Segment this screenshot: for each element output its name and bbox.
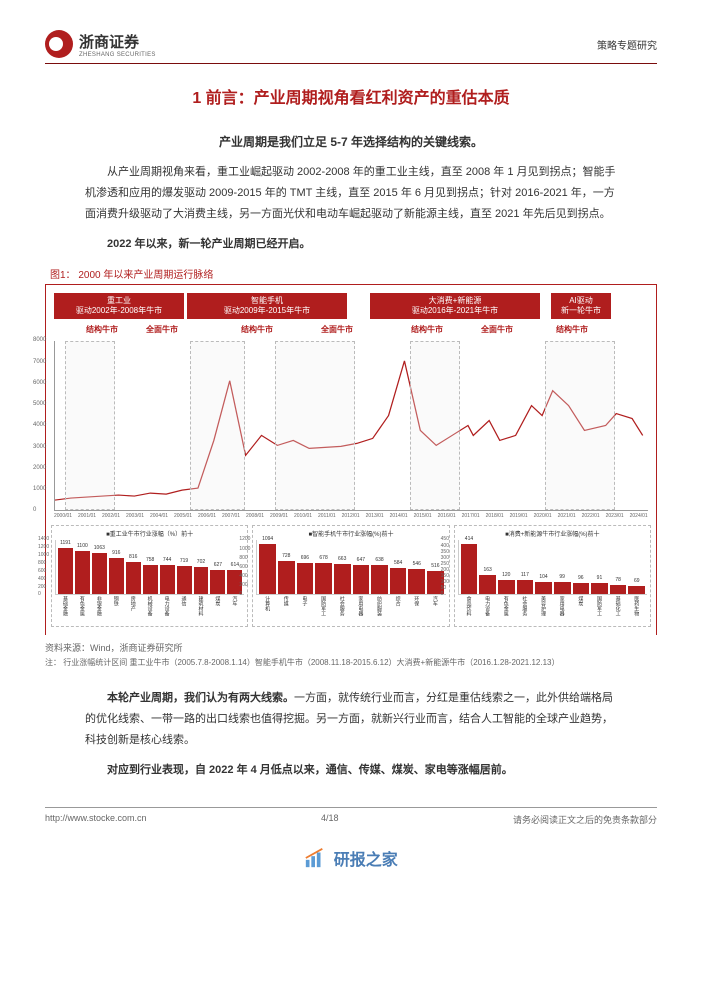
figure-source: 资料来源：Wind，浙商证券研究所 bbox=[45, 641, 657, 654]
bar: 663社会服务 bbox=[334, 564, 351, 594]
watermark-icon bbox=[304, 847, 326, 869]
bar: 916钢铁 bbox=[109, 558, 124, 594]
period-4: AI驱动新一轮牛市 bbox=[551, 293, 611, 320]
bar: 99家用电器 bbox=[554, 582, 571, 594]
bar-chart-3: ■消费+新能源牛市行业涨幅(%)前十 050100150200250300350… bbox=[454, 525, 651, 627]
logo: 浙商证券 ZHESHANG SECURITIES bbox=[45, 30, 156, 58]
bar: 117社会服务 bbox=[517, 580, 534, 594]
bar: 816房地产 bbox=[126, 562, 141, 594]
bar-charts-row: ■重工业牛市行业涨幅（%）前十 020040060080010001200140… bbox=[46, 525, 656, 632]
market-label: 结构牛市 bbox=[556, 324, 588, 335]
bar: 414食品饮料 bbox=[461, 544, 478, 595]
page-footer: http://www.stocke.com.cn 4/18 请务必阅读正文之后的… bbox=[45, 807, 657, 826]
page-header: 浙商证券 ZHESHANG SECURITIES 策略专题研究 bbox=[45, 30, 657, 64]
bar: 1100有色金属 bbox=[75, 551, 90, 594]
bar: 728传媒 bbox=[278, 561, 295, 594]
figure-note: 注： 行业涨幅统计区间 重工业牛市（2005.7.8-2008.1.14）智能手… bbox=[45, 657, 657, 668]
bar: 678国防军工 bbox=[315, 563, 332, 594]
figure-box: 重工业驱动2002年-2008年牛市 智能手机驱动2009年-2015年牛市 大… bbox=[45, 284, 657, 636]
bar: 696电子 bbox=[297, 563, 314, 595]
period-labels: 重工业驱动2002年-2008年牛市 智能手机驱动2009年-2015年牛市 大… bbox=[46, 293, 656, 320]
bar: 78基础化工 bbox=[610, 585, 627, 595]
paragraph-1: 从产业周期视角来看，重工业崛起驱动 2002-2008 年的重工业主线，直至 2… bbox=[85, 162, 617, 225]
paragraph-2: 本轮产业周期，我们认为有两大线索。一方面，就传统行业而言，分红是重估线索之一，此… bbox=[85, 688, 617, 751]
bar-chart-2: ■智能手机牛市行业涨幅(%)前十 02004006008001000120010… bbox=[252, 525, 449, 627]
market-label: 全面牛市 bbox=[321, 324, 353, 335]
logo-icon bbox=[45, 30, 73, 58]
header-category: 策略专题研究 bbox=[597, 37, 657, 52]
bar: 584综合 bbox=[390, 568, 407, 595]
watermark-text: 研报之家 bbox=[334, 852, 398, 869]
bar: 91国防军工 bbox=[591, 583, 608, 594]
subtitle-1: 产业周期是我们立足 5-7 年选择结构的关键线索。 bbox=[45, 133, 657, 150]
bar: 1191基础金融 bbox=[58, 548, 73, 595]
bar: 1063非银金融 bbox=[92, 553, 107, 595]
bar: 69医药生物 bbox=[628, 586, 645, 594]
bar: 104美容护理 bbox=[535, 582, 552, 595]
bar: 758机械设备 bbox=[143, 565, 158, 595]
period-3: 大消费+新能源驱动2016年-2021年牛市 bbox=[370, 293, 540, 320]
market-label: 结构牛市 bbox=[411, 324, 443, 335]
subtitle-2: 2022 年以来，新一轮产业周期已经开启。 bbox=[85, 235, 617, 251]
figure-caption: 图1： 2000 年以来产业周期运行脉络 bbox=[45, 266, 657, 281]
footer-page: 4/18 bbox=[321, 813, 339, 826]
bar: 546环保 bbox=[408, 569, 425, 594]
logo-text-en: ZHESHANG SECURITIES bbox=[79, 52, 156, 58]
bar: 163电力设备 bbox=[479, 575, 496, 595]
bar: 647家用电器 bbox=[353, 565, 370, 595]
x-axis-ticks: 2000/012001/012002/012003/012004/012005/… bbox=[54, 513, 648, 519]
footer-disclaimer: 请务必阅读正文之后的免责条款部分 bbox=[513, 813, 657, 826]
bar: 120有色金属 bbox=[498, 580, 515, 595]
period-2: 智能手机驱动2009年-2015年牛市 bbox=[187, 293, 347, 320]
bar: 638纺织服装 bbox=[371, 565, 388, 594]
main-line-chart: 010002000300040005000600070008000 bbox=[54, 341, 648, 511]
footer-url: http://www.stocke.com.cn bbox=[45, 813, 147, 826]
market-label: 结构牛市 bbox=[241, 324, 273, 335]
bar: 702建筑材料 bbox=[194, 567, 209, 595]
market-label: 全面牛市 bbox=[481, 324, 513, 335]
watermark: 研报之家 bbox=[45, 846, 657, 870]
bar: 744电力设备 bbox=[160, 565, 175, 594]
logo-text-cn: 浙商证券 bbox=[79, 31, 156, 52]
subtitle-3: 对应到行业表现，自 2022 年 4 月低点以来，通信、传媒、煤炭、家电等涨幅居… bbox=[85, 761, 617, 777]
page-title: 1 前言：产业周期视角看红利资产的重估本质 bbox=[45, 84, 657, 108]
bar: 719通信 bbox=[177, 566, 192, 594]
period-1: 重工业驱动2002年-2008年牛市 bbox=[54, 293, 184, 320]
bar: 96煤炭 bbox=[573, 583, 590, 595]
bar: 1094计算机 bbox=[259, 544, 276, 594]
bar-chart-1: ■重工业牛市行业涨幅（%）前十 020040060080010001200140… bbox=[51, 525, 248, 627]
market-label: 结构牛市 bbox=[86, 324, 118, 335]
bar: 627煤炭 bbox=[210, 570, 225, 595]
market-label: 全面牛市 bbox=[146, 324, 178, 335]
market-labels: 结构牛市 全面牛市 结构牛市 全面牛市 结构牛市 全面牛市 结构牛市 bbox=[46, 324, 656, 338]
